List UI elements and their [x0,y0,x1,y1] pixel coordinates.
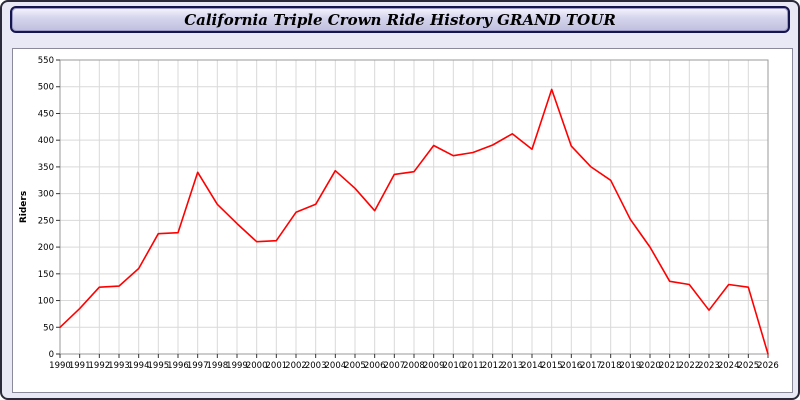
svg-text:50: 50 [43,323,54,333]
svg-text:2017: 2017 [580,361,602,371]
chart-panel: 0 50 100 150 200 250 300 350 400 450 500 550 1990 199… [12,48,793,393]
svg-text:1991: 1991 [69,361,91,371]
svg-text:250: 250 [38,216,54,226]
svg-text:2014: 2014 [521,361,543,371]
svg-text:200: 200 [38,243,54,253]
svg-text:2010: 2010 [443,361,465,371]
svg-text:2000: 2000 [246,361,268,371]
svg-text:1993: 1993 [108,361,130,371]
svg-text:2008: 2008 [403,361,425,371]
svg-text:2018: 2018 [600,361,622,371]
svg-text:2013: 2013 [502,361,524,371]
ride-history-line-chart: 0501001502002503003504004505005501990199… [19,56,779,371]
svg-text:2006: 2006 [364,361,386,371]
svg-text:500: 500 [38,83,54,93]
svg-text:300: 300 [38,190,54,200]
svg-text:1999: 1999 [226,361,248,371]
svg-text:2020: 2020 [639,361,661,371]
svg-text:2001: 2001 [266,361,288,371]
svg-text:550: 550 [38,56,54,66]
svg-text:2003: 2003 [305,361,327,371]
svg-text:2015: 2015 [541,361,563,371]
svg-text:2022: 2022 [679,361,701,371]
svg-text:2019: 2019 [620,361,642,371]
svg-text:1995: 1995 [148,361,170,371]
svg-text:1996: 1996 [167,361,189,371]
svg-text:100: 100 [38,297,54,307]
svg-text:Riders: Riders [19,191,29,223]
svg-text:1994: 1994 [128,361,150,371]
svg-text:2005: 2005 [344,361,366,371]
svg-text:1992: 1992 [89,361,111,371]
svg-text:2009: 2009 [423,361,445,371]
svg-text:1997: 1997 [187,361,209,371]
chart-title: California Triple Crown Ride History GRA… [184,10,616,29]
svg-text:1998: 1998 [207,361,229,371]
svg-text:2012: 2012 [482,361,504,371]
svg-text:2011: 2011 [462,361,484,371]
svg-text:2023: 2023 [698,361,720,371]
svg-text:2007: 2007 [384,361,406,371]
svg-text:2024: 2024 [718,361,740,371]
svg-text:450: 450 [38,109,54,119]
svg-text:1990: 1990 [49,361,71,371]
svg-text:2004: 2004 [325,361,347,371]
svg-text:2002: 2002 [285,361,307,371]
svg-text:150: 150 [38,270,54,280]
svg-text:400: 400 [38,136,54,146]
svg-text:0: 0 [49,350,54,360]
svg-text:2026: 2026 [757,361,779,371]
svg-text:2021: 2021 [659,361,681,371]
chart-title-bar: California Triple Crown Ride History GRA… [10,6,790,33]
svg-text:350: 350 [38,163,54,173]
svg-text:2025: 2025 [738,361,760,371]
svg-text:2016: 2016 [561,361,583,371]
